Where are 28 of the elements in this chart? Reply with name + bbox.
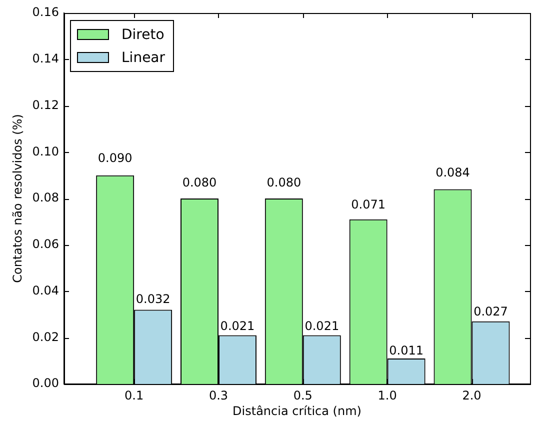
data-label: 0.071: [351, 197, 386, 212]
data-label: 0.032: [136, 292, 170, 306]
y-tick-label: 0.10: [32, 144, 59, 158]
y-tick-label: 0.16: [32, 5, 59, 20]
x-tick-label: 0.5: [293, 388, 312, 402]
x-tick-label: 0.3: [208, 388, 228, 402]
y-tick-label: 0.00: [32, 376, 59, 390]
data-label: 0.080: [266, 175, 302, 190]
y-tick-label: 0.12: [32, 98, 59, 112]
x-tick-label: 2.0: [462, 388, 482, 402]
y-tick-label: 0.08: [32, 190, 59, 205]
data-label: 0.011: [389, 343, 424, 358]
legend-label: Linear: [122, 50, 166, 66]
x-tick-label: 1.0: [378, 388, 397, 402]
data-label: 0.021: [304, 318, 340, 333]
data-label: 0.021: [220, 318, 255, 333]
y-tick-label: 0.06: [32, 237, 59, 251]
data-label: 0.027: [474, 304, 508, 318]
y-tick-label: 0.04: [32, 283, 59, 298]
data-label: 0.080: [182, 175, 217, 190]
legend-label: Direto: [122, 27, 164, 44]
data-label: 0.090: [98, 151, 132, 166]
x-tick-label: 0.1: [124, 388, 144, 402]
x-axis-title: Distância crítica (nm): [232, 404, 362, 418]
y-axis-title: Contatos não resolvidos (%): [10, 114, 24, 283]
data-label: 0.084: [436, 166, 470, 180]
y-tick-label: 0.02: [32, 330, 59, 344]
y-tick-label: 0.14: [32, 52, 59, 66]
